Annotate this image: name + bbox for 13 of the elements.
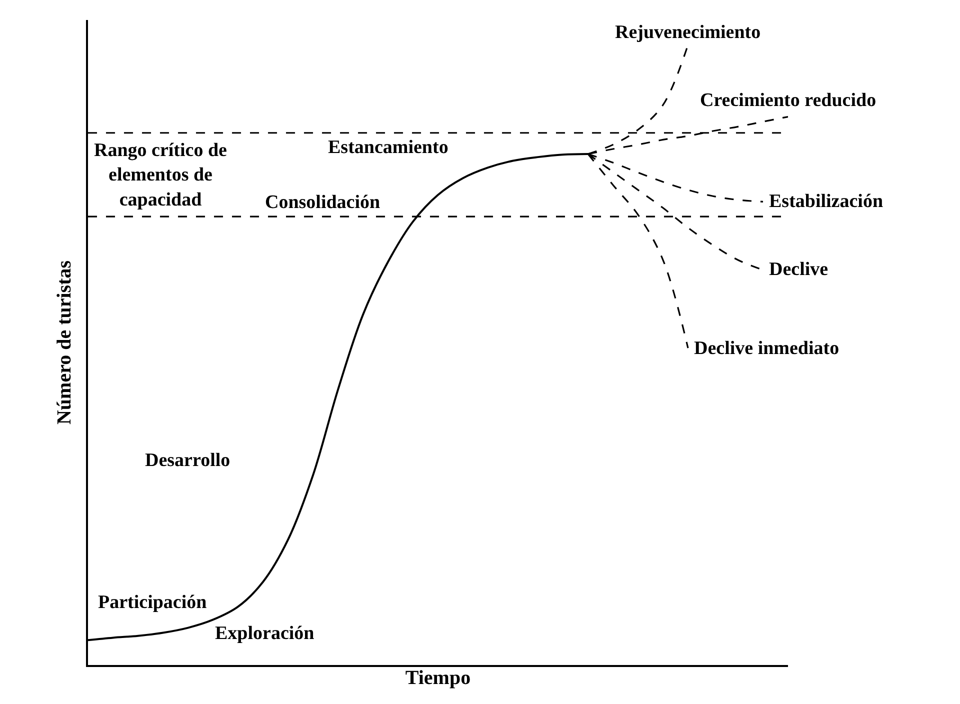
annotation: Exploración: [215, 623, 315, 644]
annotation: Consolidación: [265, 192, 381, 213]
annotation: Desarrollo: [145, 450, 230, 471]
series-label: Declive: [769, 259, 828, 280]
x-axis-title: Tiempo: [405, 666, 471, 689]
series-label: Estabilización: [769, 191, 884, 212]
annotation: Estancamiento: [328, 137, 448, 158]
ref-line-label: Rango crítico de elementos de capacidad: [94, 140, 227, 210]
series-label: Declive inmediato: [694, 338, 840, 359]
series-label: Crecimiento reducido: [700, 90, 876, 111]
series-label: Rejuvenecimiento: [615, 22, 761, 43]
y-axis-title: Número de turistas: [53, 260, 76, 425]
annotation: Participación: [98, 592, 208, 613]
